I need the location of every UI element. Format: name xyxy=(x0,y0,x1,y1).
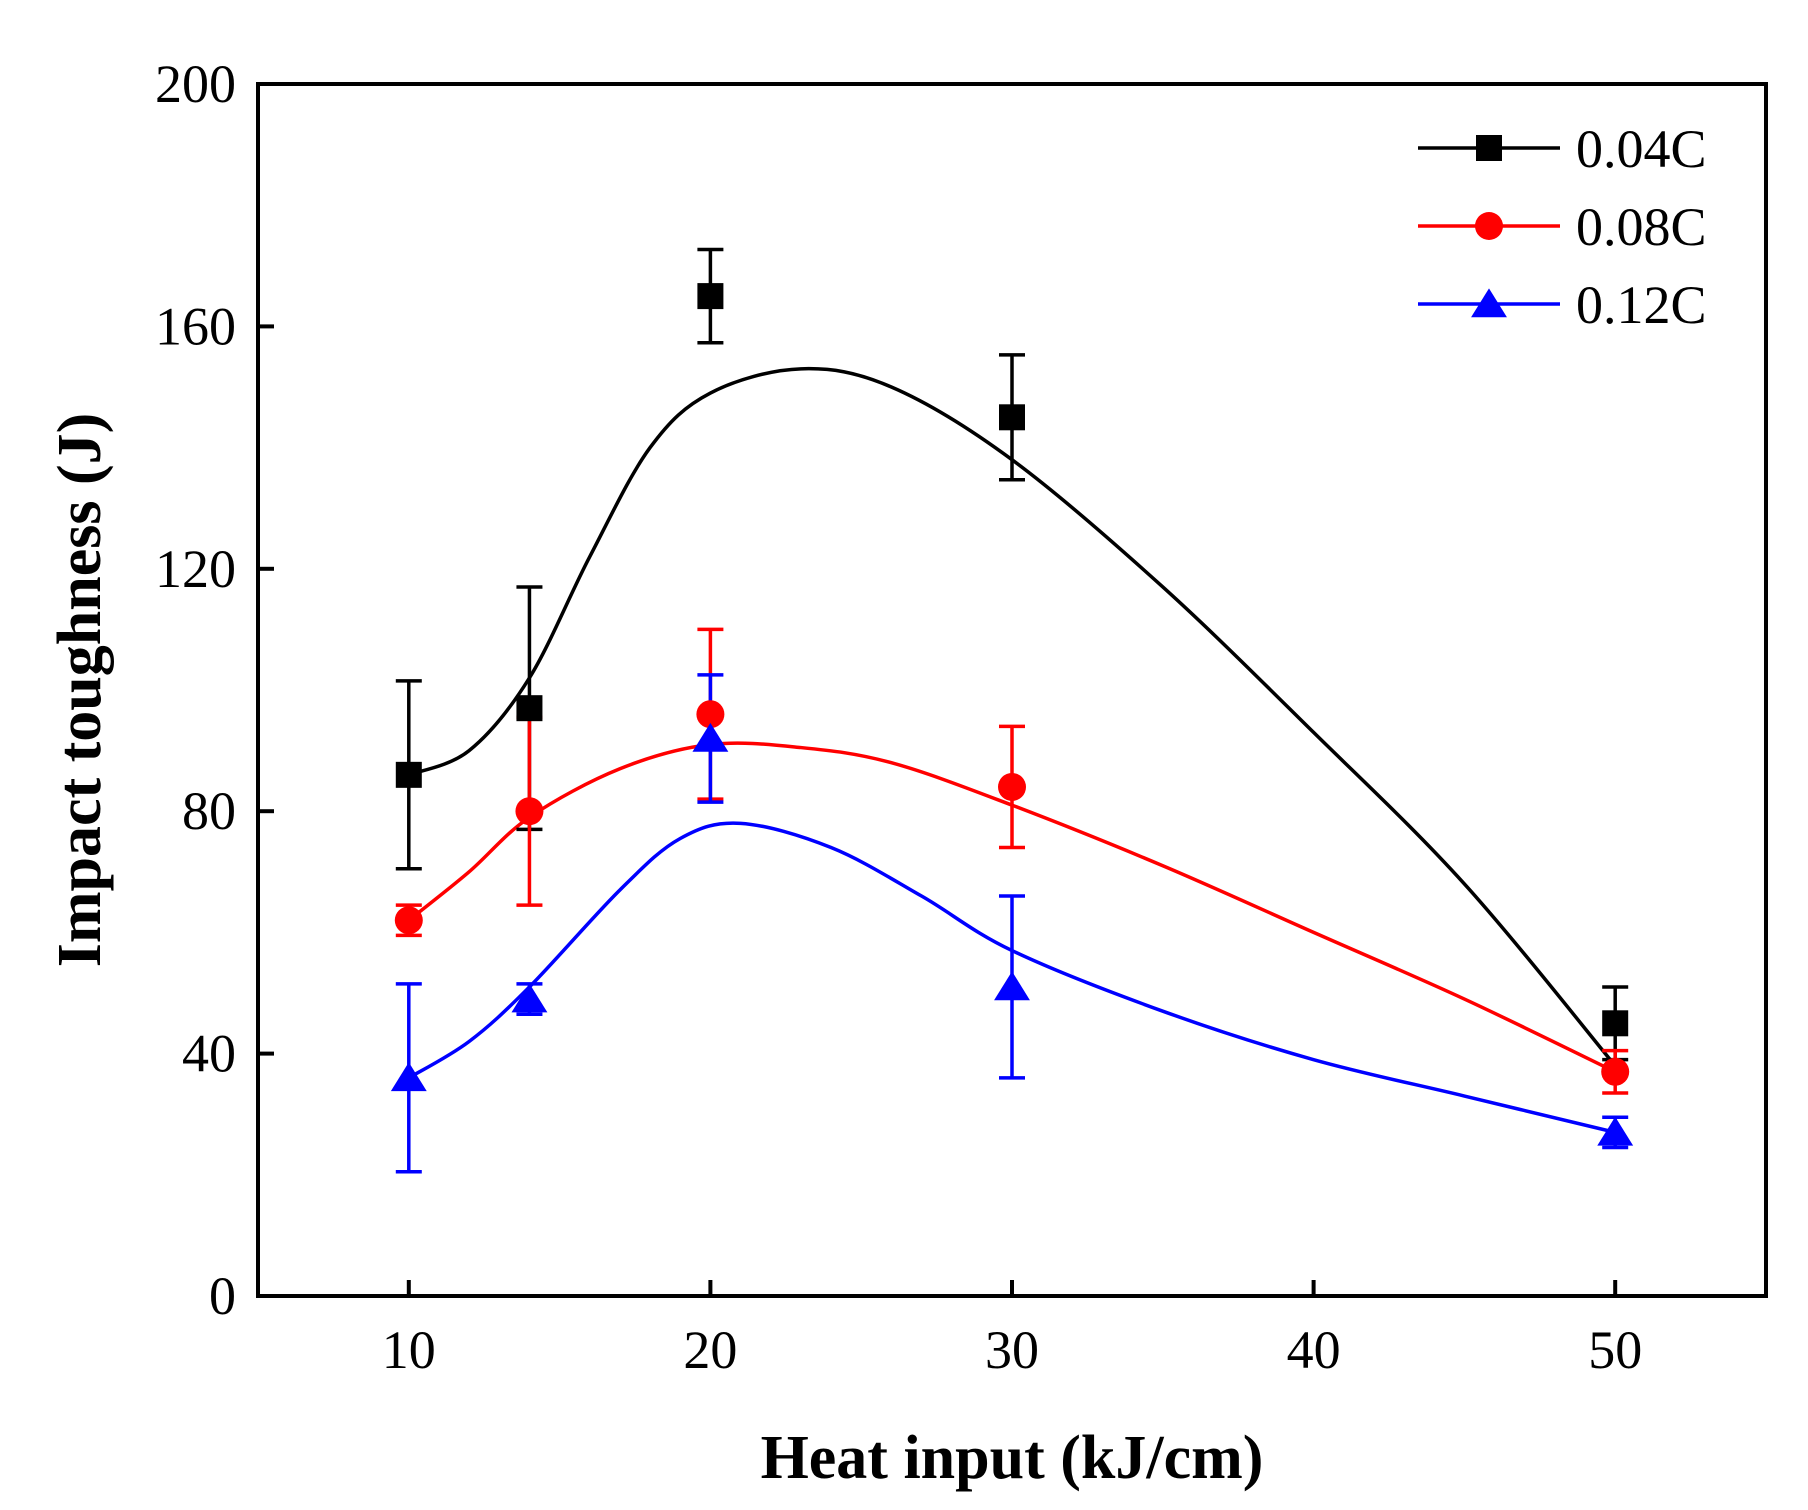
data-point-0.12C xyxy=(390,1062,427,1092)
x-axis-title: Heat input (kJ/cm) xyxy=(761,1424,1264,1492)
data-point-0.08C xyxy=(998,772,1026,801)
data-point-0.04C xyxy=(395,761,422,788)
legend-label-0.12C: 0.12C xyxy=(1576,275,1707,335)
legend: 0.04C 0.08C 0.12C xyxy=(1418,119,1707,335)
legend-label-0.04C: 0.04C xyxy=(1576,119,1707,179)
y-tick-label: 160 xyxy=(155,296,236,356)
y-tick-label: 40 xyxy=(182,1024,236,1084)
y-axis-title: Impact toughness (J) xyxy=(46,413,114,968)
data-point-0.04C xyxy=(999,404,1025,431)
axis-ticks: 10 20 30 40 50 0 40 80 120 160 200 xyxy=(155,54,1642,1380)
data-point-0.12C xyxy=(1597,1116,1634,1146)
fit-curve-0.12C xyxy=(407,821,1616,1135)
data-point-0.04C xyxy=(697,283,724,310)
legend-label-0.08C: 0.08C xyxy=(1576,197,1707,257)
y-tick-label: 80 xyxy=(182,781,236,841)
error-bars xyxy=(395,247,1629,1174)
x-tick-label: 30 xyxy=(985,1320,1039,1380)
data-markers xyxy=(390,283,1634,1146)
legend-marker-0.04C xyxy=(1476,135,1502,161)
x-tick-label: 40 xyxy=(1287,1320,1341,1380)
y-tick-label: 120 xyxy=(155,539,236,599)
data-point-0.08C xyxy=(515,797,544,826)
data-point-0.08C xyxy=(696,700,725,729)
data-point-0.12C xyxy=(692,722,729,752)
data-point-0.04C xyxy=(516,695,543,722)
x-tick-label: 50 xyxy=(1588,1320,1642,1380)
x-tick-label: 10 xyxy=(382,1320,436,1380)
fit-curve-0.04C xyxy=(408,366,1617,1067)
y-tick-label: 200 xyxy=(155,54,236,114)
data-point-0.04C xyxy=(1602,1010,1629,1037)
x-tick-label: 20 xyxy=(683,1320,737,1380)
data-point-0.12C xyxy=(511,983,548,1013)
y-tick-label: 0 xyxy=(209,1266,236,1326)
legend-marker-0.12C xyxy=(1471,288,1507,318)
data-point-0.12C xyxy=(994,971,1030,1001)
data-point-0.08C xyxy=(1601,1057,1630,1086)
legend-marker-0.08C xyxy=(1475,212,1503,240)
data-point-0.08C xyxy=(394,906,423,935)
